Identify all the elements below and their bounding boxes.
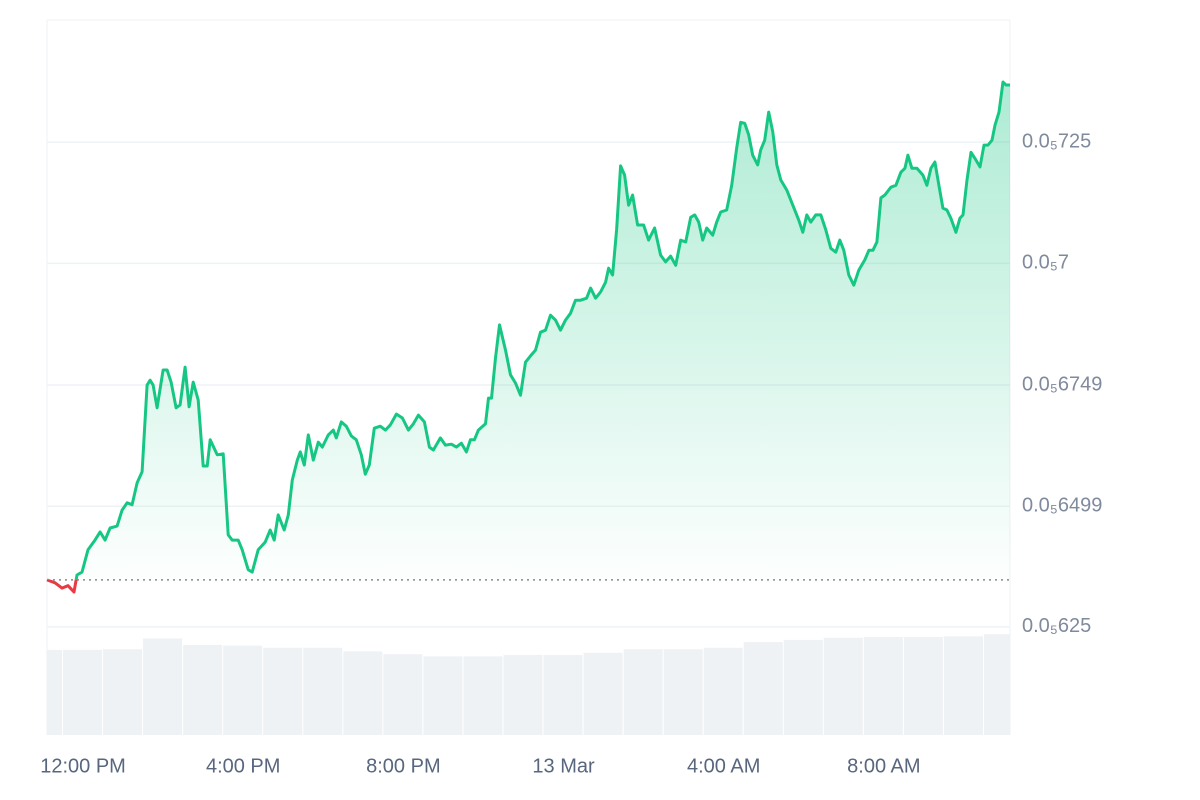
volume-bar xyxy=(703,647,743,735)
x-tick-label: 8:00 AM xyxy=(847,755,920,777)
price-area xyxy=(47,82,1010,592)
volume-bar xyxy=(223,645,263,735)
volume-bar xyxy=(303,647,343,735)
volume-bar xyxy=(783,639,823,735)
volume-bar xyxy=(47,649,63,735)
volume-bar xyxy=(903,637,943,735)
volume-bar xyxy=(343,651,383,735)
volume-bar xyxy=(463,656,503,735)
volume-bar xyxy=(183,644,223,735)
y-tick-label: 0.0₅625 xyxy=(1022,615,1091,637)
y-tick-label: 0.0₅7 xyxy=(1022,252,1069,274)
volume-bar xyxy=(863,637,903,735)
volume-bar xyxy=(503,654,543,735)
x-tick-label: 12:00 PM xyxy=(40,755,126,777)
volume-bar xyxy=(423,656,463,735)
volume-bar xyxy=(623,649,663,735)
price-line xyxy=(46,80,1010,594)
volume-bar xyxy=(143,638,183,735)
volume-bar xyxy=(743,642,783,735)
volume-bar xyxy=(63,649,103,735)
volume-bar xyxy=(263,647,303,735)
volume-bar xyxy=(103,649,143,735)
x-tick-label: 4:00 AM xyxy=(687,755,760,777)
volume-bar xyxy=(943,636,983,735)
x-tick-label: 8:00 PM xyxy=(366,755,440,777)
x-tick-label: 13 Mar xyxy=(532,755,595,777)
volume-bar xyxy=(543,654,583,735)
y-tick-label: 0.0₅725 xyxy=(1022,130,1091,152)
volume-bar xyxy=(823,637,863,735)
volume-bar xyxy=(663,649,703,735)
volume-bar xyxy=(983,634,1010,735)
y-tick-label: 0.0₅6749 xyxy=(1022,373,1102,395)
volume-bar xyxy=(583,652,623,735)
y-tick-label: 0.0₅6499 xyxy=(1022,494,1102,516)
x-tick-label: 4:00 PM xyxy=(206,755,280,777)
volume-bar xyxy=(383,654,423,735)
volume-bars xyxy=(47,634,1010,735)
